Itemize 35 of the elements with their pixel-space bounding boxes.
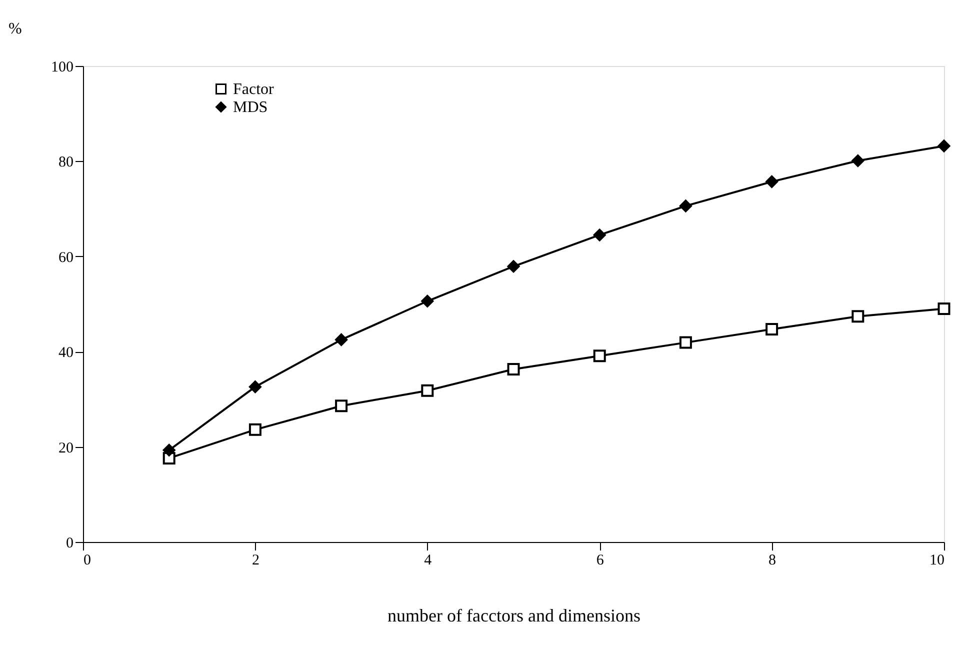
point bbox=[938, 140, 950, 152]
point bbox=[852, 154, 864, 167]
point bbox=[248, 423, 262, 436]
legend-label: MDS bbox=[233, 99, 268, 116]
legend-label: Factor bbox=[233, 81, 275, 98]
x-tick-label: 8 bbox=[768, 552, 776, 568]
point bbox=[335, 400, 348, 412]
x-tick-label: 10 bbox=[930, 552, 944, 568]
point bbox=[679, 200, 692, 212]
x-tick-label: 6 bbox=[596, 552, 604, 568]
point bbox=[335, 333, 348, 346]
point bbox=[938, 302, 950, 316]
y-tick-label: 60 bbox=[58, 250, 74, 266]
y-tick-label: 80 bbox=[58, 154, 74, 171]
point bbox=[679, 336, 692, 349]
y-tick-label: 0 bbox=[66, 536, 74, 552]
y-tick-label: 100 bbox=[51, 60, 74, 76]
point bbox=[507, 362, 520, 376]
point bbox=[593, 228, 606, 242]
point bbox=[852, 310, 864, 323]
x-tick-label: 2 bbox=[252, 552, 260, 568]
point bbox=[507, 260, 520, 273]
y-axis-title: % bbox=[8, 20, 22, 38]
y-tick-label: 40 bbox=[58, 345, 74, 362]
point bbox=[766, 175, 778, 188]
point bbox=[593, 350, 606, 362]
x-tick-label: 0 bbox=[84, 552, 91, 568]
x-axis-title: number of facctors and dimensions bbox=[388, 606, 640, 626]
point bbox=[248, 380, 262, 394]
point bbox=[766, 322, 778, 336]
x-tick-label: 4 bbox=[424, 552, 432, 568]
point bbox=[421, 294, 434, 308]
y-tick-label: 20 bbox=[58, 440, 74, 456]
point bbox=[421, 384, 434, 397]
point bbox=[162, 444, 176, 456]
